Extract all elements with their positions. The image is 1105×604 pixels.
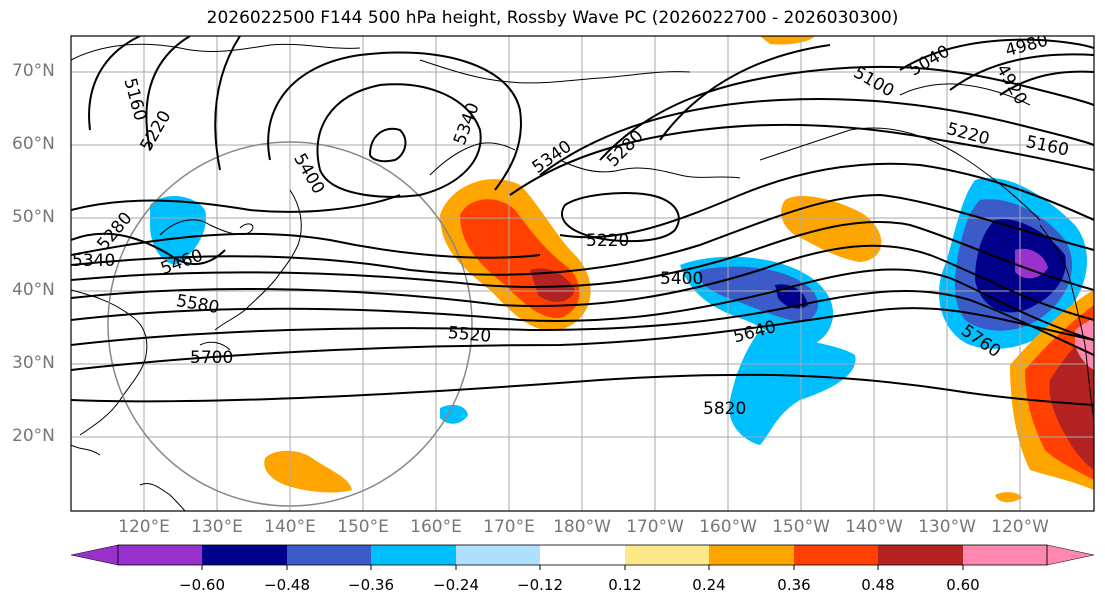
colorbar-swatch: [202, 545, 287, 565]
lon-label: 120°E: [118, 517, 170, 537]
lon-label: 180°W: [553, 517, 611, 537]
negative-anomaly-central-pacific-core: [775, 284, 808, 309]
colorbar-swatch: [878, 545, 963, 565]
colorbar-swatch: [540, 545, 625, 565]
colorbar-swatch: [794, 545, 878, 565]
lat-label: 50°N: [12, 207, 55, 227]
lon-label: 130°W: [918, 517, 976, 537]
colorbar-swatch: [456, 545, 540, 565]
coastlines: [71, 43, 1094, 511]
contour-label: 5400: [660, 269, 703, 289]
contour-label: 5340: [72, 251, 115, 271]
lat-label: 30°N: [12, 353, 55, 373]
anomaly-shading: [150, 36, 1094, 503]
contour-label: 5220: [586, 231, 629, 251]
colorbar-tick-label: 0.48: [861, 576, 895, 594]
negative-anomaly-northwest-america-peak: [1015, 248, 1048, 279]
colorbar-tick-label: −0.60: [179, 576, 225, 594]
lon-label: 170°E: [483, 517, 535, 537]
contour-label: 5820: [703, 399, 746, 419]
height-contours: [71, 36, 1094, 406]
lon-label: 150°W: [772, 517, 830, 537]
projection-circle: [107, 141, 473, 507]
contour-label: 5520: [447, 323, 492, 347]
positive-anomaly-gulf-alaska: [781, 195, 882, 262]
lon-label: 120°W: [991, 517, 1049, 537]
lon-label: 140°E: [264, 517, 316, 537]
colorbar-swatch: [625, 545, 709, 565]
colorbar-tick-label: 0.24: [692, 576, 726, 594]
lon-label: 150°E: [337, 517, 389, 537]
positive-anomaly-south-patch: [264, 450, 352, 493]
positive-anomaly-west-pacific-peak: [530, 268, 575, 302]
colorbar-swatch: [709, 545, 794, 565]
colorbar-tick-label: −0.12: [517, 576, 563, 594]
colorbar-high-extend: [1046, 544, 1095, 566]
contour-label: 4920: [992, 61, 1031, 108]
negative-anomaly-central-pacific-south: [729, 330, 856, 445]
positive-anomaly-top-patch: [760, 36, 815, 45]
colorbar-swatch: [118, 545, 202, 565]
positive-anomaly-western-us-core: [1049, 325, 1094, 470]
lon-label: 170°W: [626, 517, 684, 537]
colorbar-outline: [117, 544, 1048, 566]
contour-label: 5580: [175, 291, 221, 318]
colorbar-tick-label: −0.48: [264, 576, 310, 594]
contour-label: 5160: [119, 76, 150, 123]
colorbar-tick-label: 0.36: [777, 576, 811, 594]
lat-label: 60°N: [12, 134, 55, 154]
contour-label: 5040: [906, 42, 953, 81]
negative-anomaly-small-patch: [440, 404, 468, 424]
colorbar: [70, 544, 1095, 570]
lat-label: 40°N: [12, 280, 55, 300]
colorbar-tick-label: −0.24: [433, 576, 479, 594]
contour-labels: 5160 5220 5400 5460 5340 5280 5220 5100 …: [72, 36, 1071, 419]
colorbar-low-extend: [70, 544, 119, 566]
map-frame: [70, 35, 1095, 512]
colorbar-swatch: [371, 545, 456, 565]
lon-label: 160°W: [699, 517, 757, 537]
colorbar-swatch: [287, 545, 371, 565]
lon-label: 160°E: [410, 517, 462, 537]
lat-label: 20°N: [12, 426, 55, 446]
contour-label: 5700: [190, 348, 233, 368]
lon-label: 130°E: [191, 517, 243, 537]
graticule: [71, 36, 1094, 511]
colorbar-swatch: [963, 545, 1047, 565]
positive-anomaly-small-east: [995, 492, 1022, 503]
contour-label: 5340: [529, 137, 576, 178]
lon-label: 140°W: [845, 517, 903, 537]
colorbar-tick-label: 0.12: [608, 576, 642, 594]
negative-anomaly-japan-sea: [150, 195, 206, 265]
colorbar-tick-label: −0.36: [348, 576, 394, 594]
lat-label: 70°N: [12, 61, 55, 81]
colorbar-tick-label: 0.60: [946, 576, 980, 594]
map-title: 2026022500 F144 500 hPa height, Rossby W…: [206, 8, 899, 28]
